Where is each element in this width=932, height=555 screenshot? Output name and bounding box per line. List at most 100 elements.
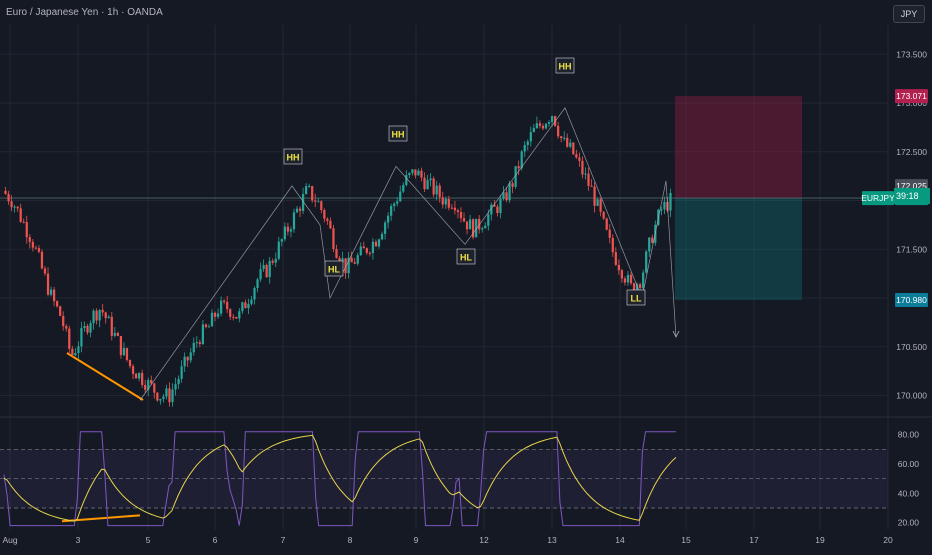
candle-body [159,398,162,401]
candle-body [110,316,113,336]
rsi-tick-label: 40.00 [898,488,920,498]
candle-body [283,226,286,240]
candle-body [526,141,529,145]
candle-body [393,203,396,206]
symbol-badge: EURJPY [861,191,895,206]
candle-body [153,383,156,393]
candle-body [326,218,329,221]
candle-body [16,206,19,209]
candle-body [232,316,235,318]
candle-body [417,170,420,176]
pattern-label-box [324,260,344,277]
price-tick-label: 170.500 [896,342,927,352]
candle-body [514,166,517,187]
candle-body [344,258,347,274]
rsi-tick-label: 20.00 [898,518,920,528]
candle-body [277,241,280,259]
candle-body [74,352,77,356]
candle-body [101,309,104,313]
time-tick-label: 8 [348,535,353,545]
candle-body [438,185,441,198]
candle-body [408,172,411,176]
candle-body [611,237,614,253]
candle-body [380,233,384,240]
candle-body [465,221,469,230]
time-tick-label: 3 [76,535,81,545]
stop-loss-zone [675,96,802,199]
candle-body [226,301,229,310]
candle-body [396,201,399,204]
candle-body [253,287,256,300]
candle-body [341,258,344,263]
time-tick-label: 5 [146,535,151,545]
candle-body [447,198,450,208]
candle-body [308,186,311,188]
candle-body [138,372,141,379]
target-price-badge-bg [895,292,928,307]
candle-body [520,151,523,169]
stop-price-badge-bg [895,89,928,104]
currency-button[interactable]: JPY [893,5,925,23]
candle-body [383,222,387,234]
candle-body [550,116,554,123]
time-tick-label: 19 [815,535,825,545]
candle-body [472,219,475,238]
candle-body [620,270,624,279]
candle-body [311,186,314,201]
candle-body [219,300,223,314]
candle-body [195,342,198,344]
candle-body [192,342,195,353]
candle-body [247,303,250,309]
candle-body [77,346,80,353]
candle-body [68,328,71,349]
candle-body [632,283,636,293]
candle-body [329,220,332,229]
price-tick-label: 170.000 [896,391,927,401]
candle-body [575,154,578,158]
candle-body [362,246,365,249]
candle-body [34,247,37,249]
candle-body [441,197,444,205]
candle-body [587,173,590,186]
candle-body [602,211,605,219]
candle-body [350,257,353,263]
pattern-label-box [283,148,303,165]
candle-body [614,252,617,265]
candle-body [578,157,581,161]
time-tick-label: 13 [547,535,557,545]
candle-body [459,212,463,219]
time-tick-label: 20 [883,535,893,545]
candle-body [590,185,593,187]
candle-body [365,248,368,253]
pattern-label-hl: HL [456,248,476,265]
price-tick-label: 171.500 [896,244,927,254]
candle-body [502,192,505,199]
candle-body [435,185,438,195]
symbol-badge-bg [862,191,894,206]
candle-body [141,372,144,385]
candle-body [462,218,466,222]
candle-body [338,257,341,263]
candle-body [156,392,159,401]
candle-body [92,310,95,324]
candle-body [429,178,432,181]
candle-body [453,207,457,211]
candle-body [147,379,150,390]
candle-body [116,332,119,336]
candle-body [244,302,247,309]
pattern-label-text: HL [328,265,340,275]
candle-body [593,186,596,206]
candle-body [420,170,423,178]
candle-body [229,309,232,317]
candle-body [104,312,107,319]
candle-body [560,136,563,139]
candle-body [444,198,447,205]
candle-body [414,169,417,176]
candle-body [581,160,584,175]
candle-body [180,366,183,379]
candle-body [162,396,165,399]
candle-body [538,123,542,126]
candle-body [484,225,487,229]
